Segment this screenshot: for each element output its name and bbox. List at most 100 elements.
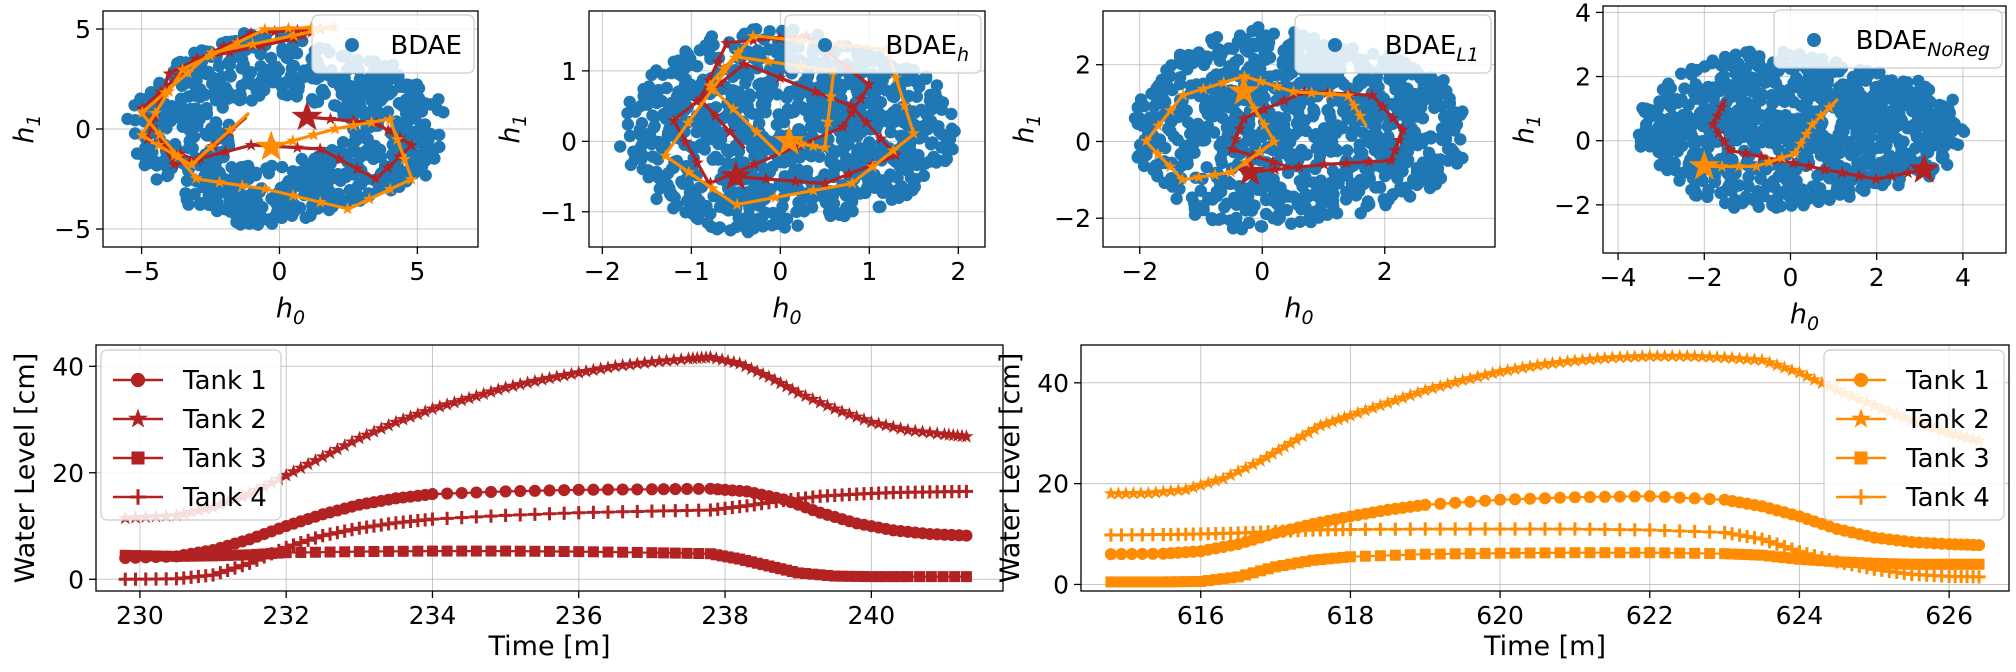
data-point-square — [925, 571, 937, 583]
trajectory-marker-orange — [658, 149, 672, 162]
data-point-plus — [1755, 532, 1769, 546]
data-point-star — [344, 434, 360, 448]
scatter-point — [1417, 165, 1430, 178]
y-tick-label-0: −2 — [1554, 191, 1591, 220]
scatter-point — [415, 105, 428, 118]
scatter-point — [1295, 202, 1308, 216]
data-point-circle — [572, 483, 585, 496]
trajectory-marker-dark_red — [694, 92, 708, 105]
trajectory-marker-orange — [258, 22, 272, 35]
y-tick-label-2: 1 — [561, 57, 577, 86]
scatter-point — [1870, 96, 1884, 109]
trajectory-marker-orange — [1152, 119, 1165, 132]
data-point-plus — [301, 533, 315, 547]
trajectory-marker-orange — [726, 102, 740, 115]
trajectory-marker-dark_red — [1292, 160, 1306, 173]
data-point-square — [441, 545, 453, 557]
legend-label: Tank 3 — [182, 444, 267, 474]
trajectory-marker-dark_red — [737, 57, 751, 70]
data-point-star — [805, 391, 820, 406]
data-point-star — [630, 356, 645, 370]
data-point-star — [1732, 351, 1747, 365]
scatter-point — [1344, 187, 1358, 201]
scatter-point — [1889, 100, 1903, 114]
scatter-point — [1634, 135, 1648, 149]
legend: BDAE — [311, 14, 475, 74]
data-point-star — [767, 372, 782, 387]
data-point-plus — [1785, 542, 1799, 556]
x-tick-label-0: −2 — [1121, 257, 1158, 286]
data-point-star — [1111, 486, 1126, 500]
data-point-star — [476, 386, 491, 401]
data-point-square — [1232, 571, 1244, 583]
data-point-plus — [959, 484, 974, 499]
scatter-point — [945, 124, 959, 137]
trajectory-marker-orange — [135, 128, 149, 141]
scatter-point — [1309, 74, 1322, 87]
scatter-point — [366, 104, 379, 117]
data-point-star — [922, 425, 937, 439]
data-point-star — [1307, 421, 1322, 436]
x-axis-title: h0 — [772, 293, 801, 329]
data-point-star — [900, 422, 915, 437]
data-point-square — [1756, 549, 1768, 561]
data-point-star — [359, 427, 374, 442]
scatter-point — [1707, 92, 1721, 105]
scatter-point — [1320, 135, 1333, 149]
trajectory-marker-orange — [1164, 103, 1177, 117]
scatter-point — [433, 128, 446, 142]
scatter-point — [308, 96, 321, 109]
legend-marker-plus — [1853, 489, 1869, 505]
scatter-point — [803, 111, 816, 124]
scatter-cloud — [1128, 21, 1469, 236]
data-point-plus — [1807, 549, 1822, 563]
data-point-star — [761, 369, 777, 383]
x-tick-label-5: 626 — [1925, 601, 1973, 630]
trajectory-marker-orange — [185, 157, 199, 170]
scatter-point — [1282, 68, 1295, 82]
data-point-circle — [1628, 490, 1641, 503]
scatter-point — [346, 188, 360, 202]
scatter-point — [1271, 213, 1284, 226]
scatter-point — [945, 107, 958, 121]
scatter-point — [1752, 92, 1765, 105]
data-point-square — [1599, 547, 1611, 559]
scatter-point — [1685, 183, 1698, 197]
legend-label: Tank 1 — [1905, 366, 1990, 396]
trajectory-marker-orange — [1788, 146, 1802, 159]
data-point-star — [1642, 348, 1657, 363]
scatter-point — [1742, 180, 1755, 193]
data-point-star — [520, 375, 535, 389]
scatter-point — [1450, 149, 1464, 162]
data-point-square — [1659, 547, 1671, 559]
data-point-square — [745, 556, 757, 568]
data-point-star — [1425, 380, 1440, 395]
scatter-point — [1191, 201, 1205, 215]
scatter-point — [276, 46, 289, 59]
trajectory-marker-orange — [1197, 82, 1210, 95]
scatter-point — [1201, 120, 1215, 133]
trajectory-marker-dark_red — [393, 131, 407, 144]
trajectory-marker-orange — [390, 132, 404, 145]
data-point-star — [1259, 449, 1274, 464]
scatter-point — [1729, 48, 1742, 61]
data-point-star — [1702, 349, 1717, 364]
data-point-plus — [1493, 522, 1507, 536]
data-point-square — [1419, 548, 1431, 560]
data-point-star — [615, 357, 630, 372]
scatter-point — [1372, 181, 1385, 194]
scatter-point — [652, 135, 665, 149]
data-point-star — [301, 456, 316, 471]
scatter-point — [884, 126, 897, 139]
data-point-star — [337, 438, 352, 452]
legend-label: Tank 4 — [1905, 483, 1990, 513]
data-point-star — [432, 399, 447, 413]
trajectory-marker-dark_red — [1786, 156, 1800, 169]
data-point-star — [842, 406, 857, 421]
data-point-star — [1635, 348, 1650, 363]
data-point-star — [652, 353, 667, 368]
scatter-point — [930, 79, 944, 92]
trajectory-marker-dark_red — [690, 94, 704, 108]
data-point-star — [1754, 352, 1770, 367]
data-point-star — [286, 464, 301, 478]
